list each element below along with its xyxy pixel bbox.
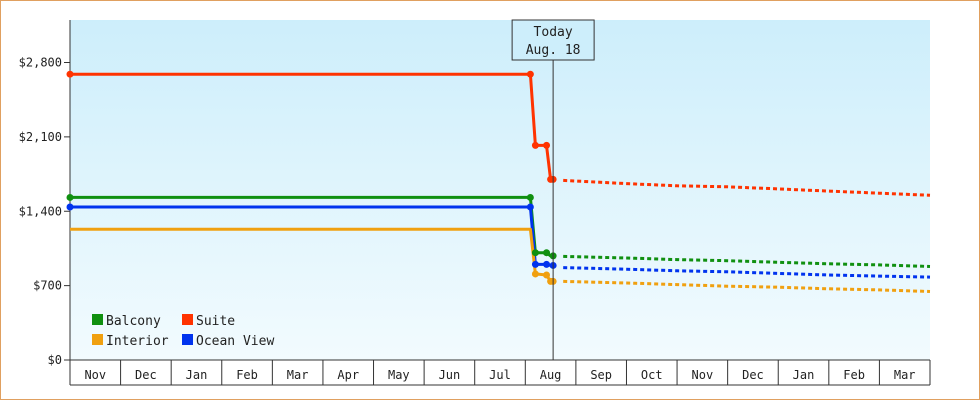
x-tick-label: Aug: [540, 368, 562, 382]
y-tick-label: $1,400: [19, 204, 62, 218]
interior-point: [543, 271, 551, 279]
today-label: Today: [534, 25, 573, 40]
y-tick-label: $2,100: [19, 130, 62, 144]
x-tick-label: Dec: [742, 368, 764, 382]
suite-point: [526, 70, 534, 78]
x-tick-label: Oct: [641, 368, 663, 382]
x-tick-label: Jul: [489, 368, 511, 382]
x-tick-label: Feb: [236, 368, 258, 382]
x-tick-label: Mar: [287, 368, 309, 382]
y-tick-label: $2,800: [19, 56, 62, 70]
suite-point: [531, 141, 539, 149]
ocean-view-forecast-line: [563, 266, 931, 279]
y-tick-label: $700: [33, 279, 62, 293]
plot-area: [70, 20, 930, 360]
legend-label-suite: Suite: [196, 314, 235, 329]
x-tick-label: Apr: [337, 368, 359, 382]
x-tick-label: Jan: [186, 368, 208, 382]
balcony-point: [526, 193, 534, 201]
x-tick-label: Jun: [439, 368, 461, 382]
balcony-point: [66, 193, 74, 201]
today-date: Aug. 18: [526, 43, 581, 58]
x-tick-label: Dec: [135, 368, 157, 382]
suite-point: [543, 141, 551, 149]
x-tick-label: May: [388, 368, 410, 382]
x-tick-label: Feb: [843, 368, 865, 382]
x-tick-label: Sep: [590, 368, 612, 382]
legend-swatch-interior: [92, 334, 103, 345]
ocean-view-point: [531, 260, 539, 268]
legend-swatch-balcony: [92, 314, 103, 325]
legend-label-interior: Interior: [106, 334, 169, 349]
today-box: [511, 19, 595, 61]
y-tick-label: $0: [48, 353, 62, 367]
suite-forecast-line: [563, 178, 931, 197]
ocean-view-point: [543, 260, 551, 268]
legend-label-ocean-view: Ocean View: [196, 334, 274, 349]
balcony-point: [543, 249, 551, 257]
x-tick-label: Nov: [84, 368, 106, 382]
suite-point: [66, 70, 74, 78]
x-tick-label: Jan: [793, 368, 815, 382]
legend-label-balcony: Balcony: [106, 314, 161, 329]
x-tick-label: Nov: [692, 368, 714, 382]
balcony-point: [531, 249, 539, 257]
x-tick-label: Mar: [894, 368, 916, 382]
legend-swatch-suite: [182, 314, 193, 325]
interior-point: [531, 270, 539, 278]
ocean-view-point: [66, 203, 74, 211]
interior-forecast-line: [563, 279, 931, 293]
legend-swatch-ocean-view: [182, 334, 193, 345]
ocean-view-point: [526, 203, 534, 211]
balcony-forecast-line: [563, 254, 931, 268]
